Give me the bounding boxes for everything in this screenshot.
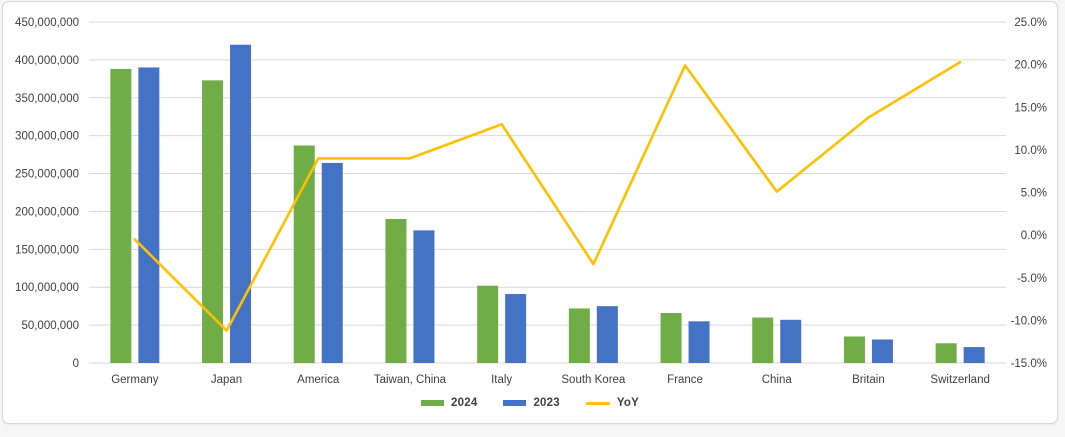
bar-2024-taiwan-china bbox=[385, 219, 407, 363]
bar-2023-china bbox=[780, 319, 802, 363]
left-axis-tick-label: 350,000,000 bbox=[15, 93, 79, 105]
category-label: China bbox=[762, 374, 793, 386]
left-axis-tick-label: 300,000,000 bbox=[15, 131, 79, 143]
left-axis-tick-label: 200,000,000 bbox=[15, 206, 79, 218]
category-label: Britain bbox=[852, 374, 885, 386]
right-axis-tick-label: 10.0% bbox=[1014, 145, 1047, 157]
right-axis-tick-label: 25.0% bbox=[1014, 17, 1047, 29]
legend-swatch-2023-bar bbox=[503, 400, 527, 406]
right-axis-tick-label: 0.0% bbox=[1021, 230, 1047, 242]
right-axis-tick-label: -15.0% bbox=[1011, 358, 1047, 370]
category-label: America bbox=[297, 374, 340, 386]
category-label: Italy bbox=[491, 374, 512, 386]
category-label: South Korea bbox=[561, 374, 626, 386]
left-axis-tick-label: 150,000,000 bbox=[15, 244, 79, 256]
left-axis-tick-label: 250,000,000 bbox=[15, 169, 79, 181]
legend-label-2024: 2024 bbox=[451, 397, 478, 409]
legend-swatch-yoy-line bbox=[585, 401, 610, 405]
category-label: Switzerland bbox=[930, 374, 989, 386]
bar-2024-britain bbox=[843, 336, 865, 363]
left-axis-tick-label: 0 bbox=[73, 358, 79, 370]
category-label: Taiwan, China bbox=[374, 374, 447, 386]
bar-2024-america bbox=[293, 145, 315, 363]
bar-2023-switzerland bbox=[963, 347, 985, 363]
bar-2024-japan bbox=[202, 80, 224, 364]
right-axis-tick-label: -5.0% bbox=[1017, 273, 1047, 285]
bar-2023-south-korea bbox=[596, 306, 618, 363]
category-label: France bbox=[667, 374, 703, 386]
right-axis-tick-label: 5.0% bbox=[1021, 188, 1047, 200]
bar-2023-france bbox=[688, 321, 710, 363]
bar-2023-italy bbox=[505, 294, 527, 363]
legend-item-2023: 2023 bbox=[503, 397, 560, 409]
left-axis-tick-label: 100,000,000 bbox=[15, 282, 79, 294]
right-axis-tick-label: 15.0% bbox=[1014, 102, 1047, 114]
yoy-line bbox=[133, 60, 962, 332]
bar-2023-taiwan-china bbox=[413, 230, 435, 363]
left-axis-tick-label: 50,000,000 bbox=[21, 320, 79, 332]
category-label: Japan bbox=[211, 374, 242, 386]
bar-2024-switzerland bbox=[935, 343, 957, 363]
bar-2024-south-korea bbox=[568, 308, 590, 363]
left-axis-tick-label: 400,000,000 bbox=[15, 55, 79, 67]
legend-label-2023: 2023 bbox=[533, 397, 560, 409]
bar-2023-japan bbox=[230, 44, 252, 363]
legend-item-yoy: YoY bbox=[585, 397, 639, 409]
bar-2023-germany bbox=[138, 67, 160, 363]
legend-label-yoy: YoY bbox=[616, 397, 639, 409]
right-axis-tick-label: 20.0% bbox=[1014, 60, 1047, 72]
chart-legend: 2024 2023 YoY bbox=[3, 397, 1057, 409]
bar-2024-france bbox=[660, 312, 682, 363]
bar-2023-america bbox=[321, 162, 343, 363]
chart-card: 0 50,000,000 100,000,000 150,000,000 200,000… bbox=[2, 1, 1058, 424]
bar-2024-china bbox=[752, 317, 774, 363]
legend-swatch-2024-bar bbox=[421, 400, 445, 406]
legend-item-2024: 2024 bbox=[421, 397, 477, 409]
combo-chart: 0 50,000,000 100,000,000 150,000,000 200,000… bbox=[15, 17, 1047, 386]
right-axis-tick-label: -10.0% bbox=[1011, 315, 1047, 327]
bar-2024-italy bbox=[477, 285, 499, 363]
bar-2024-germany bbox=[110, 68, 132, 363]
left-axis-tick-label: 450,000,000 bbox=[15, 17, 79, 29]
bar-2023-britain bbox=[871, 339, 893, 363]
category-label: Germany bbox=[111, 374, 159, 386]
